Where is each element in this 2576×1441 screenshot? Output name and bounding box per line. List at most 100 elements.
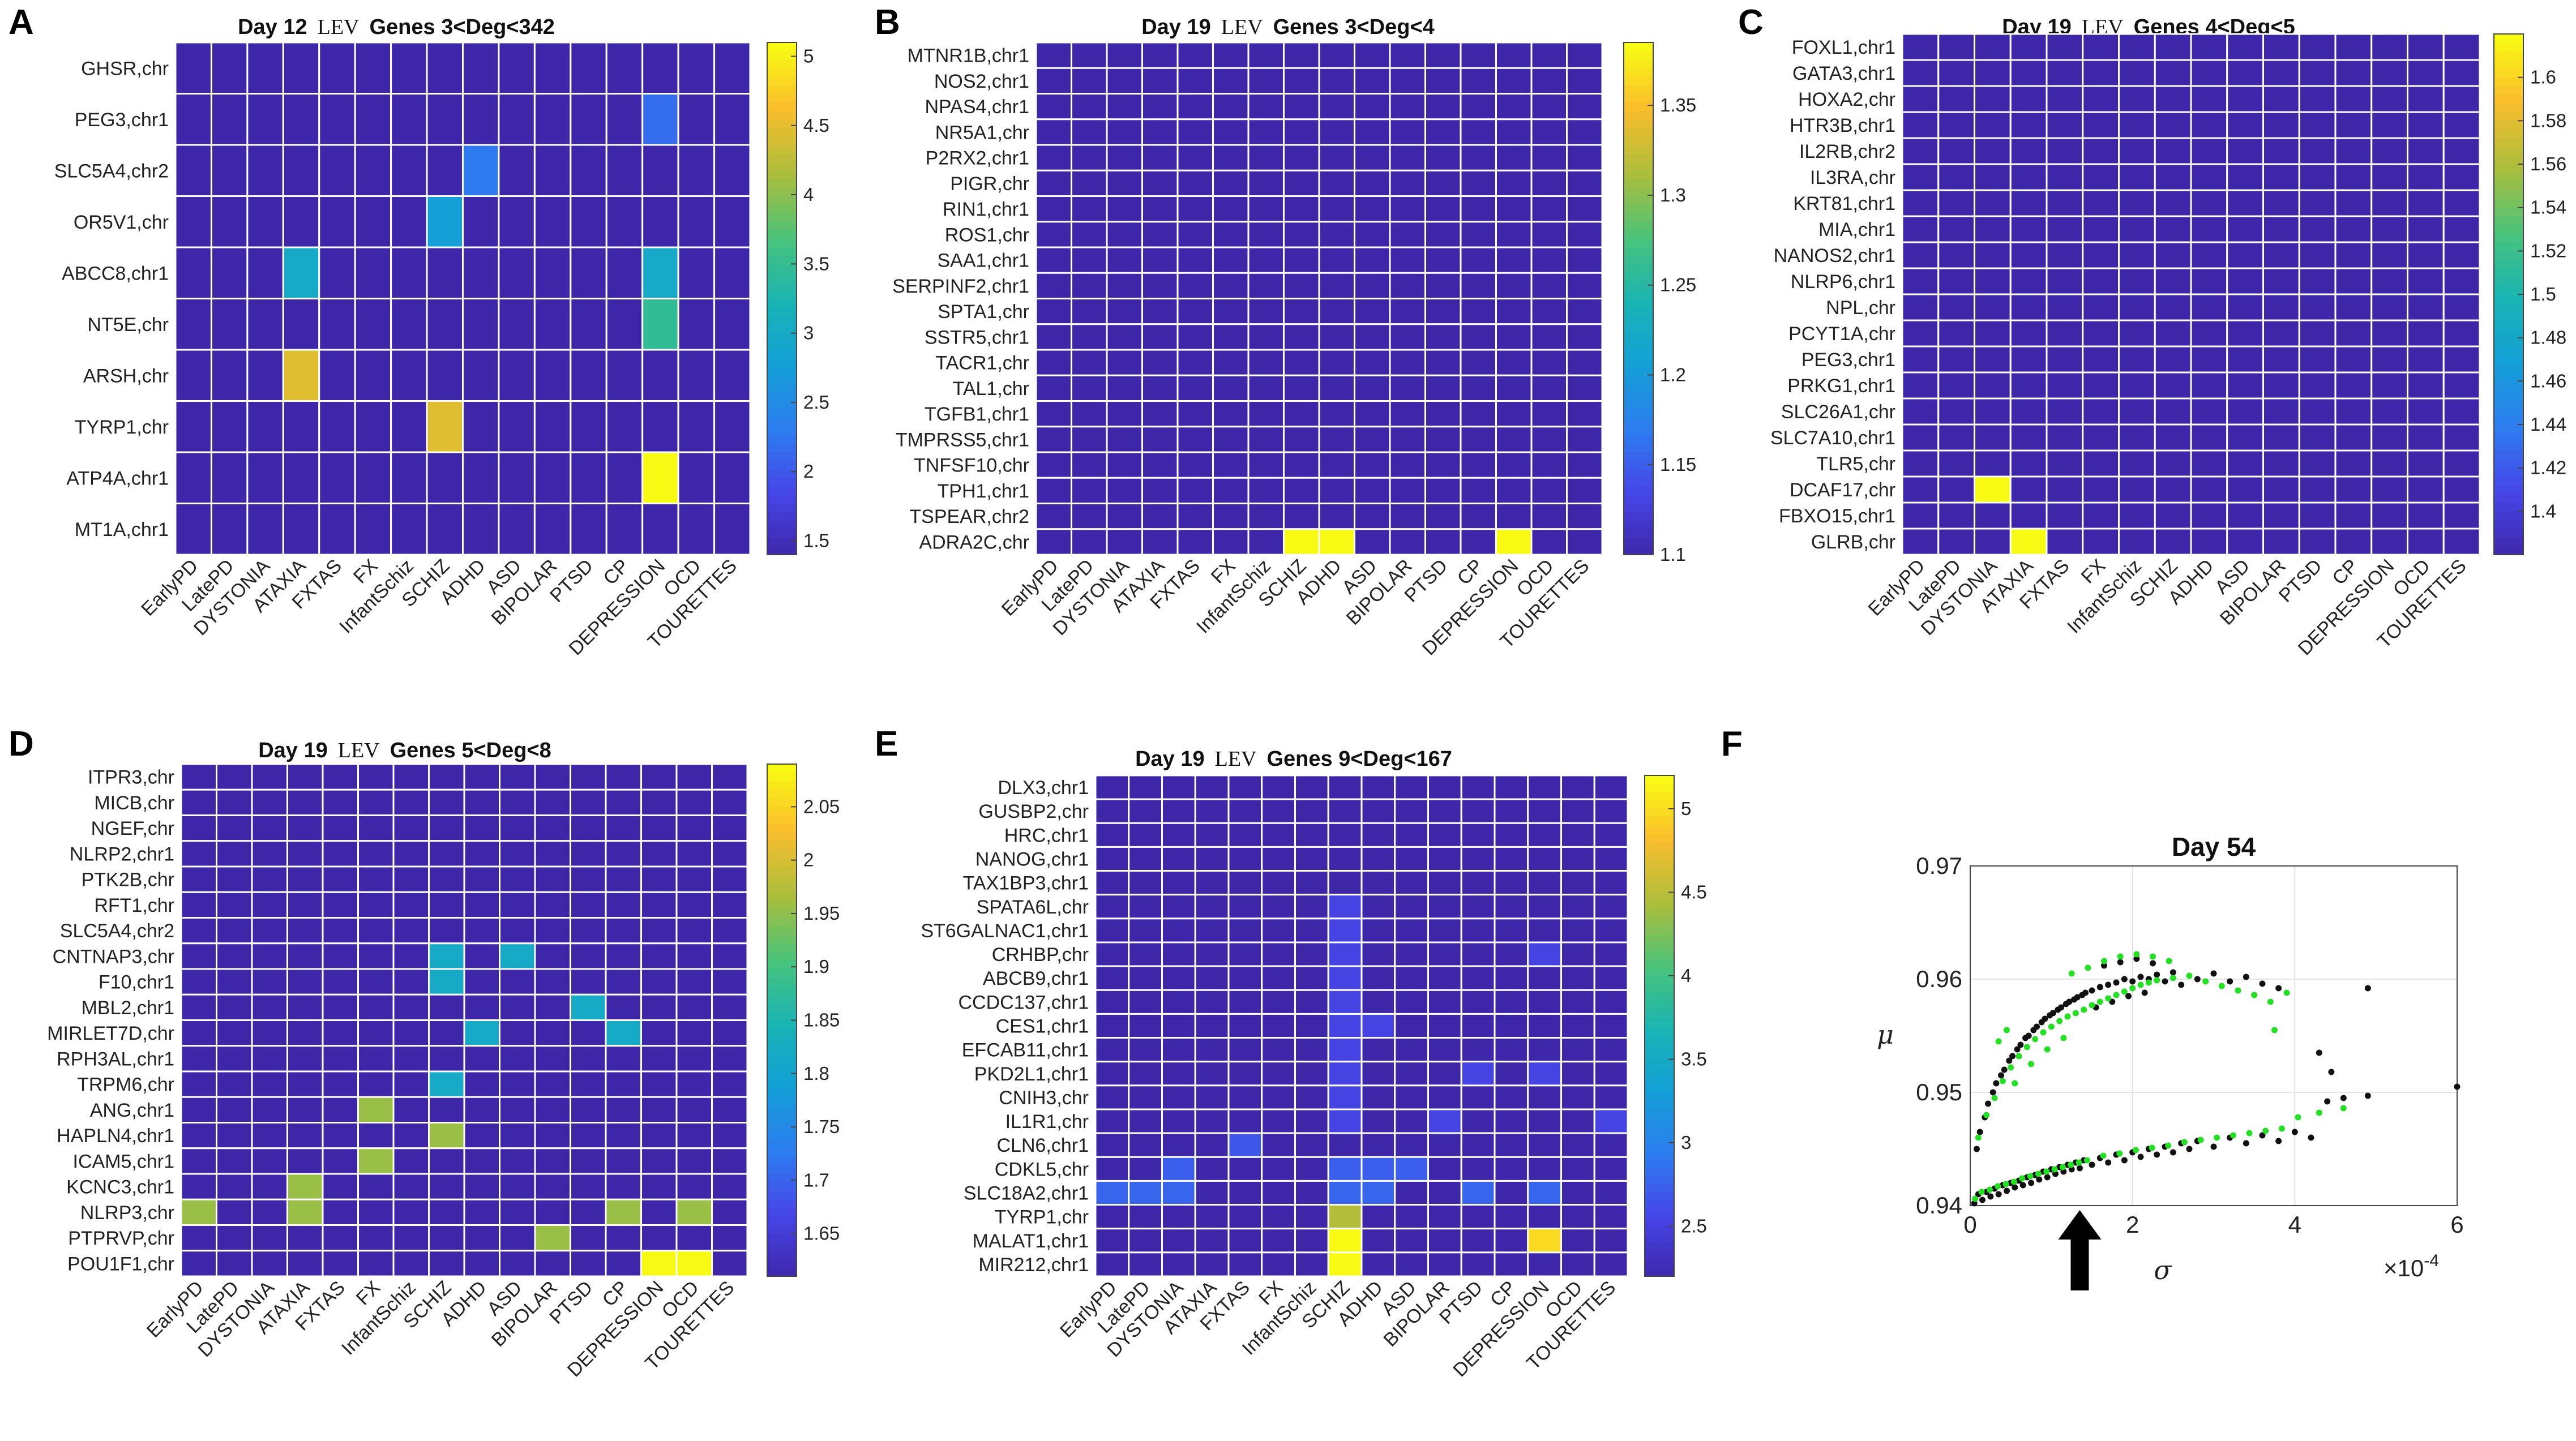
heatmap-cell [2226, 501, 2264, 530]
heatmap-cell [1494, 870, 1529, 896]
heatmap-cell [1566, 221, 1603, 248]
heatmap-cell [1937, 137, 1975, 165]
heatmap-cell [2190, 59, 2228, 87]
heatmap-cell [1460, 894, 1496, 920]
heatmap-cell [711, 1045, 748, 1073]
colorbar-swatch [767, 273, 797, 282]
heatmap-cell [1389, 503, 1426, 530]
colorbar-swatch [2494, 129, 2523, 139]
heatmap-cell [1106, 374, 1143, 402]
heatmap-cell [1427, 1037, 1462, 1063]
colorbar-swatch [767, 909, 797, 919]
heatmap-cell [1937, 475, 1975, 504]
heatmap-cell [1527, 1251, 1562, 1277]
heatmap-cell [1141, 477, 1179, 504]
heatmap-cell [1354, 144, 1391, 171]
heatmap-cell-highlight [605, 1019, 642, 1047]
colorbar-swatch [767, 1028, 797, 1038]
heatmap-cell [1389, 400, 1426, 428]
heatmap-cell [2442, 111, 2481, 139]
heatmap-cell [282, 451, 320, 504]
row-label: CDKL5,chr [995, 1159, 1089, 1180]
row-label: SERPINF2,chr1 [892, 276, 1029, 297]
heatmap-cell [322, 993, 359, 1021]
scatter-point [2064, 1013, 2071, 1020]
colorbar-swatch [767, 977, 797, 987]
heatmap-cell [1071, 118, 1108, 146]
heatmap-cell [1327, 846, 1363, 872]
heatmap-cell [2370, 527, 2408, 556]
heatmap-cell [570, 1096, 607, 1123]
heatmap-cell [2046, 137, 2084, 165]
heatmap-cell [1294, 774, 1329, 800]
heatmap-cell [322, 1045, 359, 1073]
heatmap-cell [318, 503, 356, 556]
heatmap-cell [1354, 323, 1391, 351]
row-label: P2RX2,chr1 [926, 148, 1029, 169]
colorbar-swatch [767, 1267, 797, 1277]
row-label: SSTR5,chr1 [925, 327, 1029, 348]
heatmap-cell [2442, 189, 2481, 217]
colorbar-swatch [767, 867, 797, 876]
scatter-point [2040, 1029, 2047, 1036]
heatmap-cell [1318, 144, 1355, 171]
heatmap-cell [216, 1122, 253, 1150]
colorbar-swatch [1624, 110, 1653, 120]
heatmap-cell [354, 400, 392, 453]
heatmap-cell [533, 400, 572, 453]
heatmap-cell-highlight [1327, 1228, 1363, 1254]
colorbar-swatch [1624, 461, 1653, 470]
heatmap-cell [1094, 870, 1130, 896]
heatmap-cell [1424, 503, 1462, 530]
heatmap-cell [1247, 272, 1285, 299]
scatter-point [2066, 998, 2073, 1005]
colorbar-swatch [1645, 775, 1674, 784]
heatmap-cell-highlight [428, 1122, 465, 1150]
heatmap-cell [2046, 293, 2084, 321]
heatmap-cell [2370, 345, 2408, 374]
heatmap-cell [1460, 1156, 1496, 1182]
colorbar-swatch [1624, 452, 1653, 462]
heatmap-cell [2190, 475, 2228, 504]
heatmap-cell [180, 763, 217, 791]
heatmap-cell [318, 400, 356, 453]
heatmap-cell [2082, 85, 2120, 113]
scatter-point [2076, 1159, 2082, 1166]
heatmap-cell [1566, 323, 1603, 351]
series-green [1972, 951, 2347, 1202]
heatmap-cell [286, 788, 324, 816]
heatmap-cell [1283, 349, 1320, 376]
heatmap-cell [1494, 965, 1529, 991]
heatmap-cell [1360, 1228, 1396, 1254]
heatmap-cell [2226, 267, 2264, 295]
colorbar-swatch [767, 1156, 797, 1166]
colorbar-swatch [1645, 792, 1674, 801]
heatmap-cell [1494, 1132, 1529, 1158]
row-label: CRHBP,chr [992, 944, 1089, 966]
colorbar-swatch [767, 986, 797, 996]
heatmap-cell [1283, 477, 1320, 504]
heatmap-cell [1106, 426, 1143, 453]
heatmap-cell-highlight [2009, 527, 2048, 556]
heatmap-cell [1161, 1251, 1196, 1277]
heatmap-cell [1360, 965, 1396, 991]
heatmap-cell [1593, 1132, 1629, 1158]
heatmap-cell [1283, 298, 1320, 325]
colorbar-swatch [1624, 238, 1653, 248]
row-label: CCDC137,chr1 [958, 992, 1089, 1013]
heatmap-cell [2009, 475, 2048, 504]
heatmap-cell [498, 503, 536, 556]
heatmap-cell [1593, 965, 1629, 991]
colorbar-swatch [767, 443, 797, 453]
heatmap-cell [392, 840, 430, 868]
heatmap-cell [2190, 33, 2228, 61]
heatmap-cell [1176, 298, 1214, 325]
scatter-point [1986, 1186, 1993, 1193]
heatmap-cell [1427, 917, 1462, 943]
heatmap-cell [322, 1070, 359, 1098]
heatmap-cell [2118, 241, 2156, 269]
heatmap-cell [1593, 774, 1629, 800]
heatmap-cell [570, 246, 607, 299]
heatmap-cell [2082, 423, 2120, 452]
heatmap-cell [1318, 93, 1355, 121]
